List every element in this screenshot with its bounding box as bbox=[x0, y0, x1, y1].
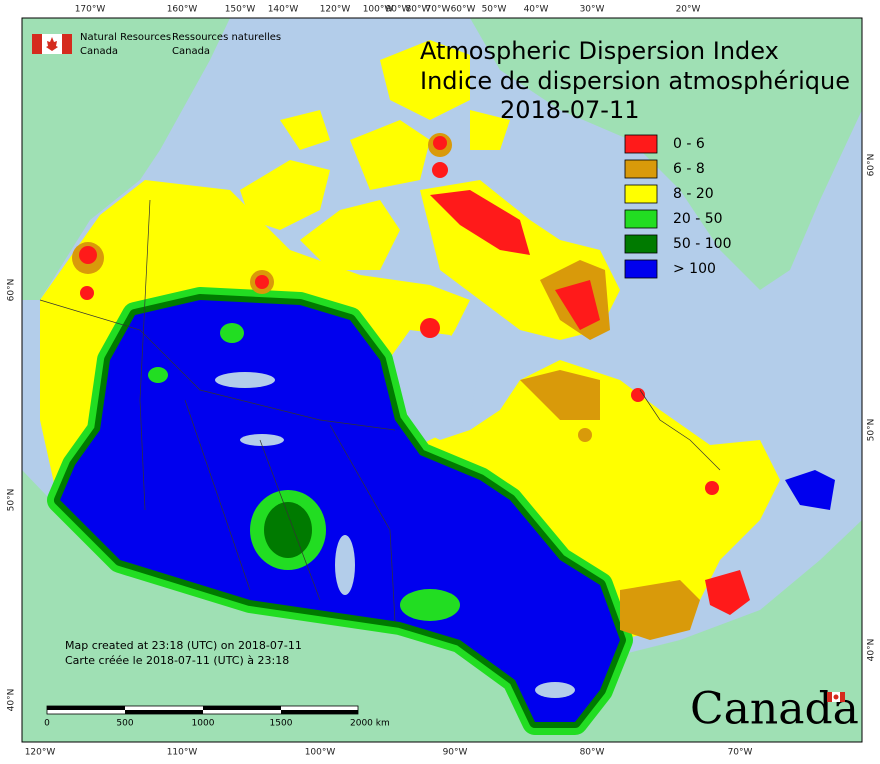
legend-label: 50 - 100 bbox=[673, 236, 732, 252]
title-date: 2018-07-11 bbox=[500, 96, 639, 124]
flag-bar bbox=[840, 692, 845, 702]
legend-label: 0 - 6 bbox=[673, 136, 705, 152]
scale-label: 1500 bbox=[270, 719, 293, 729]
lon-label: 100°W bbox=[305, 748, 336, 758]
scale-label: 2000 km bbox=[350, 719, 390, 729]
footnote: Map created at 23:18 (UTC) on 2018-07-11 bbox=[65, 639, 302, 652]
maple-leaf bbox=[833, 694, 839, 700]
agency-logo: Natural Resources Canada Ressources natu… bbox=[32, 32, 281, 57]
scale-label: 1000 bbox=[192, 719, 215, 729]
maple-leaf bbox=[46, 37, 58, 51]
flag-bar bbox=[827, 692, 832, 702]
lat-label: 60°N bbox=[7, 279, 17, 302]
agency-fr: Canada bbox=[172, 46, 210, 57]
scale-segment bbox=[125, 710, 203, 714]
lon-label: 150°W bbox=[225, 5, 256, 15]
legend-label: > 100 bbox=[673, 261, 716, 277]
green-pockets bbox=[148, 323, 460, 621]
footnote: Carte créée le 2018-07-11 (UTC) à 23:18 bbox=[65, 654, 289, 667]
graticule-top: 170°W 160°W 150°W 140°W 120°W 100°W 90°W… bbox=[75, 5, 701, 15]
scale-segment bbox=[281, 710, 358, 714]
lon-label: 20°W bbox=[676, 5, 701, 15]
legend-swatch bbox=[624, 234, 658, 254]
agency-fr: Ressources naturelles bbox=[172, 32, 281, 43]
scale-label: 0 bbox=[44, 719, 50, 729]
legend-label: 8 - 20 bbox=[673, 186, 714, 202]
legend-swatch bbox=[624, 259, 658, 279]
borders bbox=[39, 199, 721, 623]
flag-bar bbox=[62, 34, 72, 54]
lat-label: 60°N bbox=[867, 154, 877, 177]
canada-wordmark: Canada bbox=[690, 684, 859, 735]
title-en: Atmospheric Dispersion Index bbox=[420, 37, 779, 65]
lon-label: 160°W bbox=[167, 5, 198, 15]
scale-segment bbox=[47, 706, 125, 710]
usa bbox=[22, 470, 862, 742]
lon-label: 140°W bbox=[268, 5, 299, 15]
wordmark: Canada bbox=[690, 684, 859, 735]
lon-label: 60°W bbox=[451, 5, 476, 15]
map-frame bbox=[21, 17, 863, 743]
lon-label: 90°W bbox=[443, 748, 468, 758]
lon-label: 100°W bbox=[363, 5, 394, 15]
legend-label: 6 - 8 bbox=[673, 161, 705, 177]
lon-label: 110°W bbox=[167, 748, 198, 758]
lat-label: 40°N bbox=[7, 689, 17, 712]
scale-label: 500 bbox=[116, 719, 133, 729]
legend: 0 - 6 6 - 8 8 - 20 20 - 50 50 - 100 > 100 bbox=[624, 134, 732, 279]
lakes bbox=[215, 372, 575, 698]
scale-bar: 0 500 1000 1500 2000 km bbox=[44, 705, 390, 729]
legend-swatch bbox=[624, 159, 658, 179]
lon-label: 40°W bbox=[524, 5, 549, 15]
scale-segment bbox=[203, 706, 281, 710]
lon-label: 90°W bbox=[386, 5, 411, 15]
map bbox=[22, 18, 862, 742]
graticule-left: 60°N 50°N 40°N bbox=[7, 279, 17, 712]
legend-label: 20 - 50 bbox=[673, 211, 723, 227]
lat-label: 50°N bbox=[867, 419, 877, 442]
alaska bbox=[22, 18, 230, 300]
greenland bbox=[470, 18, 862, 290]
east-blue bbox=[785, 470, 835, 510]
agency-en: Canada bbox=[80, 46, 118, 57]
lon-label: 120°W bbox=[320, 5, 351, 15]
title-fr: Indice de dispersion atmosphérique bbox=[420, 67, 850, 95]
hudson-bay bbox=[385, 330, 480, 445]
graticule-bottom: 120°W 110°W 100°W 90°W 80°W 70°W bbox=[25, 748, 753, 758]
lon-label: 170°W bbox=[75, 5, 106, 15]
lon-label: 30°W bbox=[580, 5, 605, 15]
lat-label: 50°N bbox=[7, 489, 17, 512]
agency-en: Natural Resources bbox=[80, 32, 171, 43]
legend-swatch bbox=[624, 134, 658, 154]
zone-over-100 bbox=[60, 300, 620, 722]
low-index-areas bbox=[72, 133, 750, 640]
lon-label: 70°W bbox=[728, 748, 753, 758]
graticule-right: 60°N 50°N 40°N bbox=[867, 154, 877, 662]
lon-label: 50°W bbox=[482, 5, 507, 15]
lon-label: 120°W bbox=[25, 748, 56, 758]
legend-swatch bbox=[624, 209, 658, 229]
lon-label: 80°W bbox=[580, 748, 605, 758]
lon-label: 80°W bbox=[406, 5, 431, 15]
legend-swatch bbox=[624, 184, 658, 204]
lon-label: 70°W bbox=[426, 5, 451, 15]
flag-bar bbox=[32, 34, 42, 54]
lat-label: 40°N bbox=[867, 639, 877, 662]
